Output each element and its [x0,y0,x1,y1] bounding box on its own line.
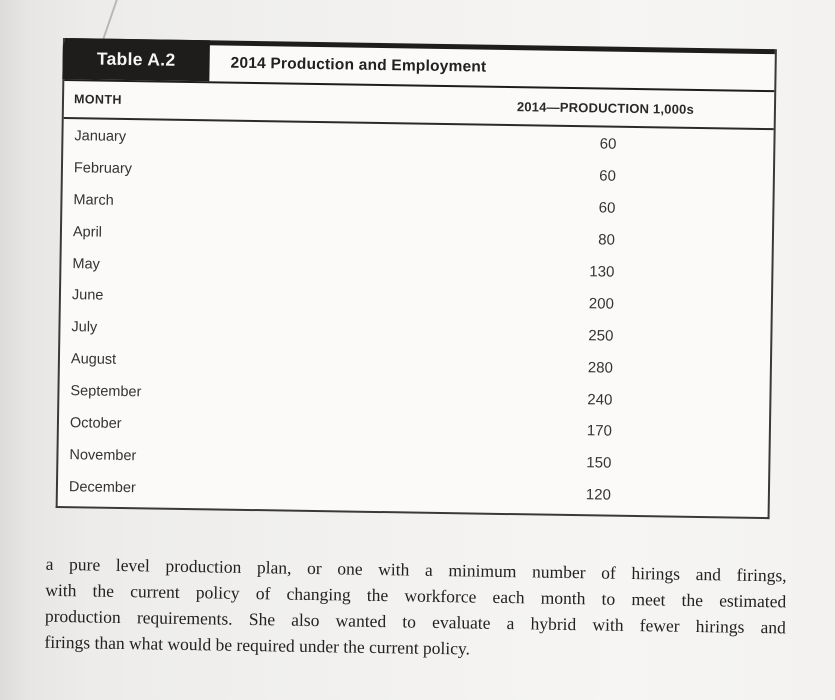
month-cell: October [69,415,122,432]
production-cell: 240 [587,390,613,409]
month-cell: June [71,287,104,305]
month-cell: January [74,128,127,145]
production-cell: 200 [588,295,615,313]
month-cell: April [72,223,103,241]
production-cell: 120 [585,486,612,504]
month-cell: July [71,319,98,336]
month-cell: March [73,191,114,209]
month-cell: February [73,160,133,177]
table-title-label: 2014 Production and Employment [230,54,487,76]
month-cell: September [70,383,142,401]
production-cell: 60 [599,167,617,186]
production-table: Table A.2 2014 Production and Employment… [55,38,777,519]
production-cell: 60 [599,135,617,154]
production-cell: 170 [586,422,613,441]
table-number-label: Table A.2 [96,48,176,70]
paragraph: a pure level production plan, or one wit… [44,551,787,667]
production-cell: 60 [598,199,616,217]
table-title: 2014 Production and Employment [230,46,486,86]
scan-scratch-artifact [102,0,119,39]
production-cell: 80 [598,231,616,249]
production-cell: 280 [587,358,614,377]
month-cell: May [72,255,100,273]
month-cell: December [68,478,136,496]
production-cell: 150 [586,454,612,473]
table-body: January 60 February 60 March 60 April 80 May 130 J… [58,119,774,517]
month-cell: November [69,446,137,465]
column-header-month: MONTH [73,92,122,107]
table-number-tab: Table A.2 [62,38,210,82]
column-header-production: 2014—PRODUCTION 1,000s [516,98,695,117]
month-cell: August [70,351,117,369]
production-cell: 250 [588,327,614,345]
production-cell: 130 [589,263,615,281]
